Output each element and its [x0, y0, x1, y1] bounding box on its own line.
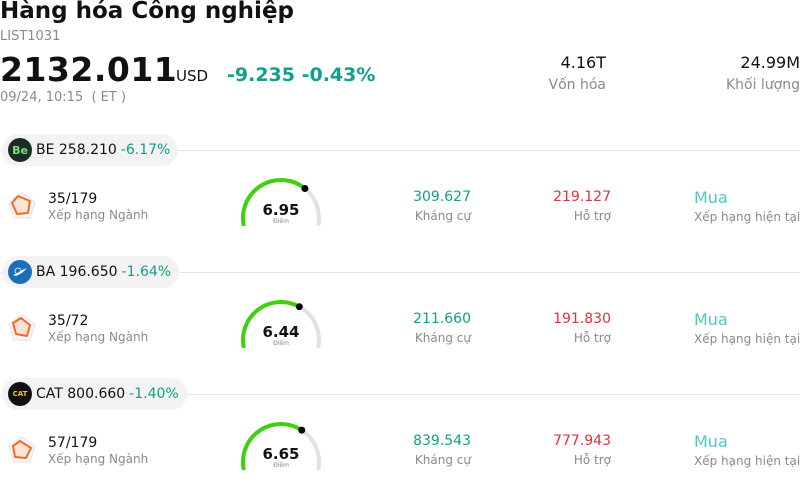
radar-chart-icon — [8, 314, 36, 341]
score-value: 6.44 — [262, 323, 300, 341]
current-rating: Mua — [694, 432, 728, 451]
gauge-fill-arc — [241, 422, 304, 470]
currency-label: USD — [176, 67, 209, 85]
current-rating: Mua — [694, 310, 728, 329]
industry-rank: 57/179 — [48, 435, 98, 451]
industry-rank-label: Xếp hạng Ngành — [48, 452, 149, 466]
row-divider — [0, 394, 800, 395]
current-rating-label: Xếp hạng hiện tại — [694, 332, 800, 346]
ticker-change: -6.17% — [120, 142, 171, 158]
industry-rank-label: Xếp hạng Ngành — [48, 330, 149, 344]
score-label: Điểm — [273, 218, 289, 225]
gauge-fill-arc — [241, 178, 307, 226]
market-cap-value: 4.16T — [560, 53, 606, 72]
quote-datetime: 09/24, 10:15 ( ET ) — [0, 90, 127, 105]
score-label: Điểm — [273, 462, 289, 469]
support-label: Hỗ trợ — [573, 453, 611, 467]
resistance-label: Kháng cự — [414, 331, 471, 345]
ticker-chip[interactable]: CAT CAT 800.660 -1.40% — [2, 378, 187, 410]
radar-chart-icon — [8, 192, 36, 219]
ticker-price: BE 258.210 — [36, 142, 117, 158]
support-label: Hỗ trợ — [573, 209, 611, 223]
score-gauge — [241, 178, 321, 226]
row-divider — [0, 272, 800, 273]
resistance-value: 211.660 — [413, 311, 471, 327]
gauge-fill-arc — [241, 300, 302, 348]
support-label: Hỗ trợ — [573, 331, 611, 345]
ticker-chip[interactable]: Be BE 258.210 -6.17% — [2, 134, 179, 166]
index-price: 2132.011 — [0, 50, 178, 89]
boeing-icon — [13, 267, 27, 276]
gauge-marker — [295, 303, 303, 311]
current-rating-label: Xếp hạng hiện tại — [694, 454, 800, 468]
resistance-label: Kháng cự — [414, 209, 471, 223]
radar-chart-icon — [8, 436, 36, 463]
resistance-value: 839.543 — [413, 433, 471, 449]
support-value: 219.127 — [553, 189, 611, 205]
score-gauge — [241, 422, 321, 470]
volume-value: 24.99M — [740, 53, 800, 72]
page-title: Hàng hóa Công nghiệp — [0, 0, 295, 24]
volume-label: Khối lượng — [725, 77, 800, 93]
score-value: 6.95 — [262, 201, 300, 219]
resistance-value: 309.627 — [413, 189, 471, 205]
support-value: 191.830 — [553, 311, 611, 327]
industry-rank-label: Xếp hạng Ngành — [48, 208, 149, 222]
ticker-price: CAT 800.660 — [36, 386, 126, 402]
gauge-marker — [298, 426, 306, 434]
caterpillar-logo: CAT — [8, 382, 32, 406]
ticker-chip[interactable]: BA 196.650 -1.64% — [2, 256, 180, 288]
current-rating: Mua — [694, 188, 728, 207]
score-value: 6.65 — [262, 445, 300, 463]
bloom-energy-logo: Be — [8, 138, 32, 162]
ticker-price: BA 196.650 — [36, 264, 118, 280]
score-label: Điểm — [273, 340, 289, 347]
price-change: -9.235 -0.43% — [227, 64, 376, 86]
industry-rank: 35/72 — [48, 313, 89, 329]
current-rating-label: Xếp hạng hiện tại — [694, 210, 800, 224]
ticker-change: -1.40% — [129, 386, 179, 402]
gauge-marker — [301, 184, 309, 192]
row-divider — [0, 150, 800, 151]
industry-rank: 35/179 — [48, 191, 98, 207]
support-value: 777.943 — [553, 433, 611, 449]
list-code: LIST1031 — [0, 29, 61, 44]
ticker-change: -1.64% — [121, 264, 172, 280]
resistance-label: Kháng cự — [414, 453, 471, 467]
score-gauge — [241, 300, 321, 348]
market-cap-label: Vốn hóa — [548, 77, 606, 93]
boeing-logo — [8, 260, 32, 284]
